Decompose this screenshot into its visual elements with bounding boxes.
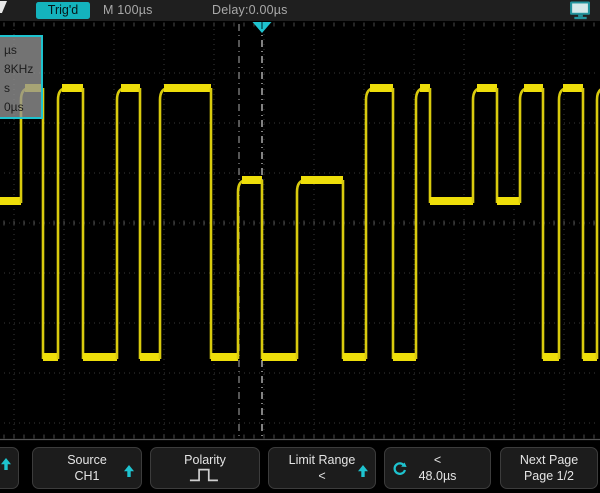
logo-fragment bbox=[0, 1, 7, 13]
trigger-status-badge: Trig'd bbox=[36, 2, 90, 19]
waveform-display bbox=[0, 22, 600, 441]
button-title: Next Page bbox=[519, 453, 579, 467]
rising-edge bbox=[471, 86, 483, 203]
up-down-arrow-icon bbox=[1, 458, 11, 473]
button-value: CH1 bbox=[74, 469, 100, 483]
rising-edge bbox=[295, 178, 307, 359]
up-down-arrow-icon bbox=[358, 465, 368, 480]
menu-button-width-value[interactable]: < 48.0µs bbox=[384, 447, 491, 489]
button-title: Polarity bbox=[184, 453, 226, 467]
info-line: 0µs bbox=[4, 100, 24, 114]
button-value: Page 1/2 bbox=[523, 469, 575, 483]
delay-label: Delay:0.00µs bbox=[212, 3, 288, 17]
timebase-label: M 100µs bbox=[103, 3, 153, 17]
menu-button-limit-range[interactable]: Limit Range < bbox=[268, 447, 376, 489]
button-value: < bbox=[318, 469, 326, 483]
menu-button-next-page[interactable]: Next Page Page 1/2 bbox=[500, 447, 598, 489]
rising-edge bbox=[518, 86, 530, 203]
soft-menu-bar: Source CH1 Polarity Limit Range < < 48.0… bbox=[0, 444, 600, 493]
menu-button-polarity[interactable]: Polarity bbox=[150, 447, 260, 489]
button-value: 48.0µs bbox=[418, 469, 457, 483]
up-down-arrow-icon bbox=[124, 465, 134, 480]
rising-edge bbox=[595, 88, 600, 359]
menu-button-source[interactable]: Source CH1 bbox=[32, 447, 142, 489]
info-line: s bbox=[4, 81, 10, 95]
button-title: Source bbox=[67, 453, 107, 467]
status-bar: Trig'd M 100µs Delay:0.00µs bbox=[0, 0, 600, 21]
monitor-icon bbox=[569, 1, 592, 25]
knob-rotate-icon bbox=[392, 461, 407, 479]
trigger-info-popup: µs 8KHz s 0µs bbox=[0, 35, 43, 119]
info-line: 8KHz bbox=[4, 62, 34, 76]
info-line: µs bbox=[4, 43, 17, 57]
positive-pulse-icon bbox=[151, 468, 259, 487]
button-title: < bbox=[433, 453, 442, 467]
button-title: Limit Range bbox=[288, 453, 356, 467]
menu-collapse-button[interactable] bbox=[0, 447, 19, 489]
